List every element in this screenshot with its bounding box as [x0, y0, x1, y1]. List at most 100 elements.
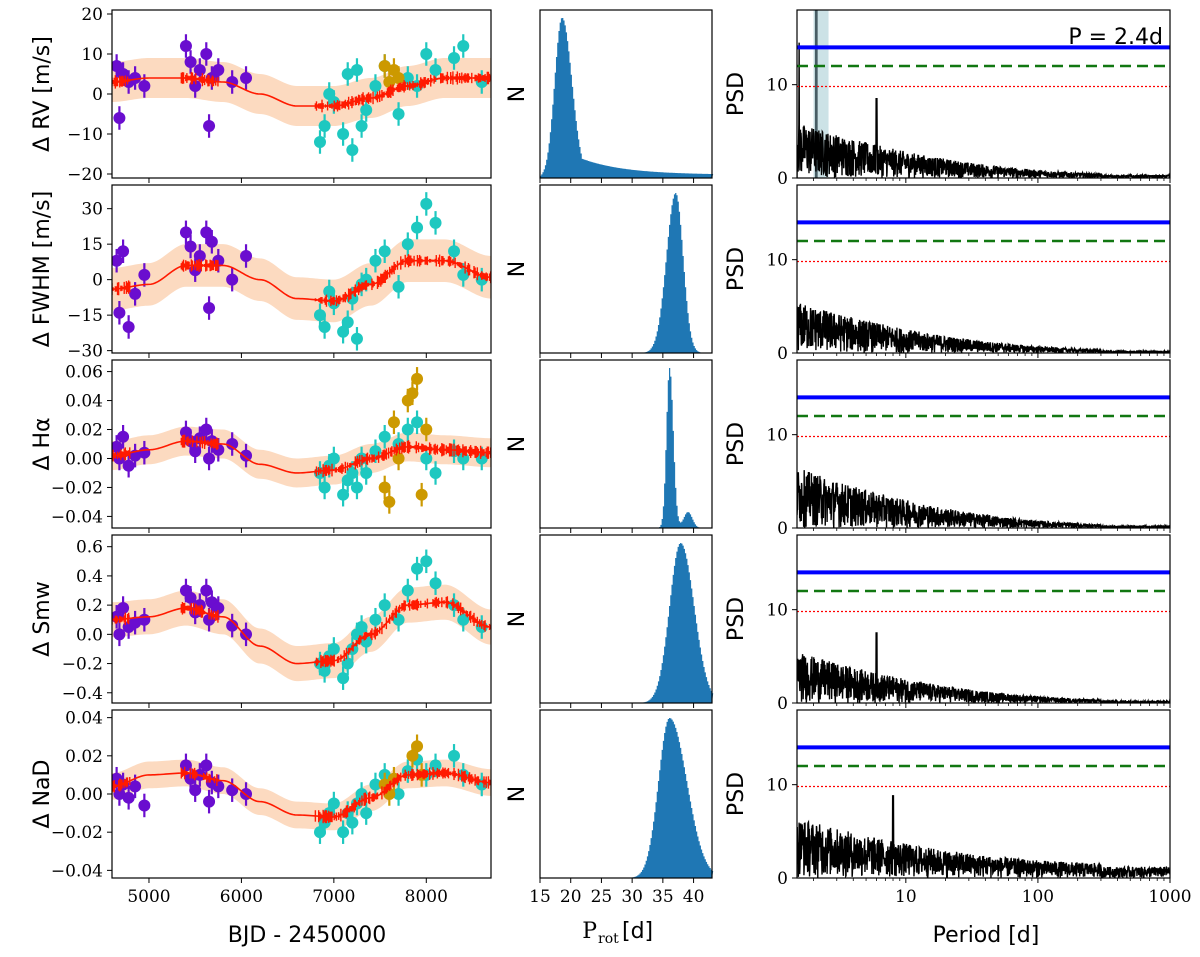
- x-tick-label: 5000: [127, 887, 170, 907]
- data-point-group1: [203, 452, 216, 465]
- data-point-group2: [313, 309, 326, 322]
- data-point-group1: [117, 602, 130, 615]
- data-point-group1: [129, 780, 142, 793]
- periodogram-frame: [796, 359, 1171, 529]
- y-tick-label: −10: [67, 125, 103, 145]
- data-point-group2: [327, 797, 340, 810]
- periodogram-panel-fwhm: 0 10 PSD: [724, 184, 1171, 364]
- data-point-group1: [122, 791, 135, 804]
- y-tick-label: 0: [777, 869, 788, 889]
- data-point-group2: [355, 621, 368, 634]
- period-xlabel: Period [d]: [933, 923, 1040, 948]
- histogram-frame: [539, 534, 713, 704]
- periodogram-ylabel: PSD: [724, 772, 749, 816]
- data-point-group2: [346, 816, 359, 829]
- periodogram-panel-nad: 0 10 10 100 1000 PSD: [724, 709, 1192, 907]
- data-point-group1: [129, 287, 142, 300]
- model-uncertainty-band: [112, 239, 491, 323]
- timeseries-panel-rv: −20 −10 0 10 20 Δ RV [m/s]: [30, 5, 492, 185]
- data-point-group3: [406, 387, 419, 400]
- y-tick-label: −0.4: [62, 684, 103, 704]
- data-point-group2: [378, 599, 391, 612]
- data-point-group1: [200, 423, 213, 436]
- y-tick-label: 10: [81, 45, 103, 65]
- histogram-bars: [540, 193, 714, 353]
- data-point-group2: [337, 488, 350, 501]
- data-point-group2: [327, 452, 340, 465]
- data-point-group2: [350, 481, 363, 494]
- panel-ylabel: Δ Hα: [30, 417, 55, 470]
- histogram-panel-smw: N: [505, 534, 714, 708]
- y-tick-label: 0.6: [76, 538, 103, 558]
- data-point-group2: [401, 423, 414, 436]
- histogram-ylabel: N: [505, 611, 530, 627]
- data-point-group2: [401, 584, 414, 597]
- periodogram-line: [797, 795, 1170, 878]
- x-tick-label: 6000: [220, 887, 263, 907]
- data-point-group1: [138, 268, 151, 281]
- data-point-group2: [313, 826, 326, 839]
- panel-ylabel: Δ Smw: [30, 581, 55, 656]
- data-point-group1: [212, 64, 225, 76]
- y-tick-label: 0.06: [65, 363, 103, 383]
- timeseries-frame: [111, 359, 492, 529]
- data-point-group1: [138, 80, 151, 92]
- data-point-group2: [369, 778, 382, 791]
- y-tick-label: 10: [766, 76, 788, 96]
- data-point-group2: [360, 104, 373, 116]
- hist-xlabel-sub: rot: [598, 931, 619, 947]
- periodogram-plot-area: [797, 303, 1170, 353]
- y-tick-label: 0: [92, 85, 103, 105]
- y-tick-label: 10: [766, 776, 788, 796]
- data-point-group2: [360, 466, 373, 479]
- y-tick-label: 30: [81, 200, 103, 220]
- data-point-group1: [203, 120, 216, 132]
- data-point-group3: [392, 452, 405, 465]
- y-tick-label: −15: [67, 306, 103, 326]
- data-point-group1: [122, 459, 135, 472]
- y-tick-label: −30: [67, 342, 103, 362]
- periodogram-frame: [796, 709, 1171, 879]
- histogram-panel-rv: N: [505, 9, 714, 183]
- y-tick-label: 0.0: [76, 625, 103, 645]
- data-point-group2: [346, 144, 359, 156]
- y-tick-label: 15: [81, 235, 103, 255]
- histogram-frame: [539, 709, 713, 879]
- data-point-group2: [392, 788, 405, 800]
- y-tick-label: 10: [766, 251, 788, 271]
- data-point-group2: [448, 749, 461, 762]
- data-point-group2: [429, 577, 442, 590]
- data-point-group2: [360, 807, 373, 820]
- x-tick-label: 100: [1022, 887, 1054, 907]
- y-tick-label: 0.02: [65, 747, 103, 767]
- model-uncertainty-band: [112, 584, 491, 682]
- data-point-group1: [113, 306, 126, 319]
- data-point-group1: [117, 245, 130, 258]
- y-tick-label: −20: [67, 165, 103, 185]
- panel-ylabel: Δ RV [m/s]: [30, 36, 55, 152]
- y-tick-label: −0.02: [51, 478, 103, 498]
- periodogram-ylabel: PSD: [724, 597, 749, 641]
- y-tick-label: −0.04: [51, 861, 103, 881]
- data-point-group1: [179, 759, 192, 772]
- y-tick-label: 0: [777, 694, 788, 714]
- data-point-group1: [138, 799, 151, 812]
- periodogram-panel-halpha: 0 10 PSD: [724, 359, 1171, 539]
- data-point-group2: [429, 216, 442, 229]
- time-xlabel: BJD - 2450000: [228, 923, 386, 948]
- data-point-group1: [240, 449, 253, 462]
- y-tick-label: 0.04: [65, 709, 103, 729]
- data-point-group2: [341, 68, 354, 80]
- data-point-group1: [179, 40, 192, 52]
- x-tick-label: 40: [683, 887, 705, 907]
- histogram-ylabel: N: [505, 436, 530, 452]
- data-point-group1: [184, 56, 197, 68]
- data-point-group1: [184, 591, 197, 604]
- periodogram-frame: [796, 534, 1171, 704]
- data-point-group2: [350, 64, 363, 76]
- y-tick-label: −0.02: [51, 823, 103, 843]
- y-tick-label: 0: [777, 344, 788, 364]
- y-tick-label: 0.04: [65, 392, 103, 412]
- data-point-group1: [226, 619, 239, 632]
